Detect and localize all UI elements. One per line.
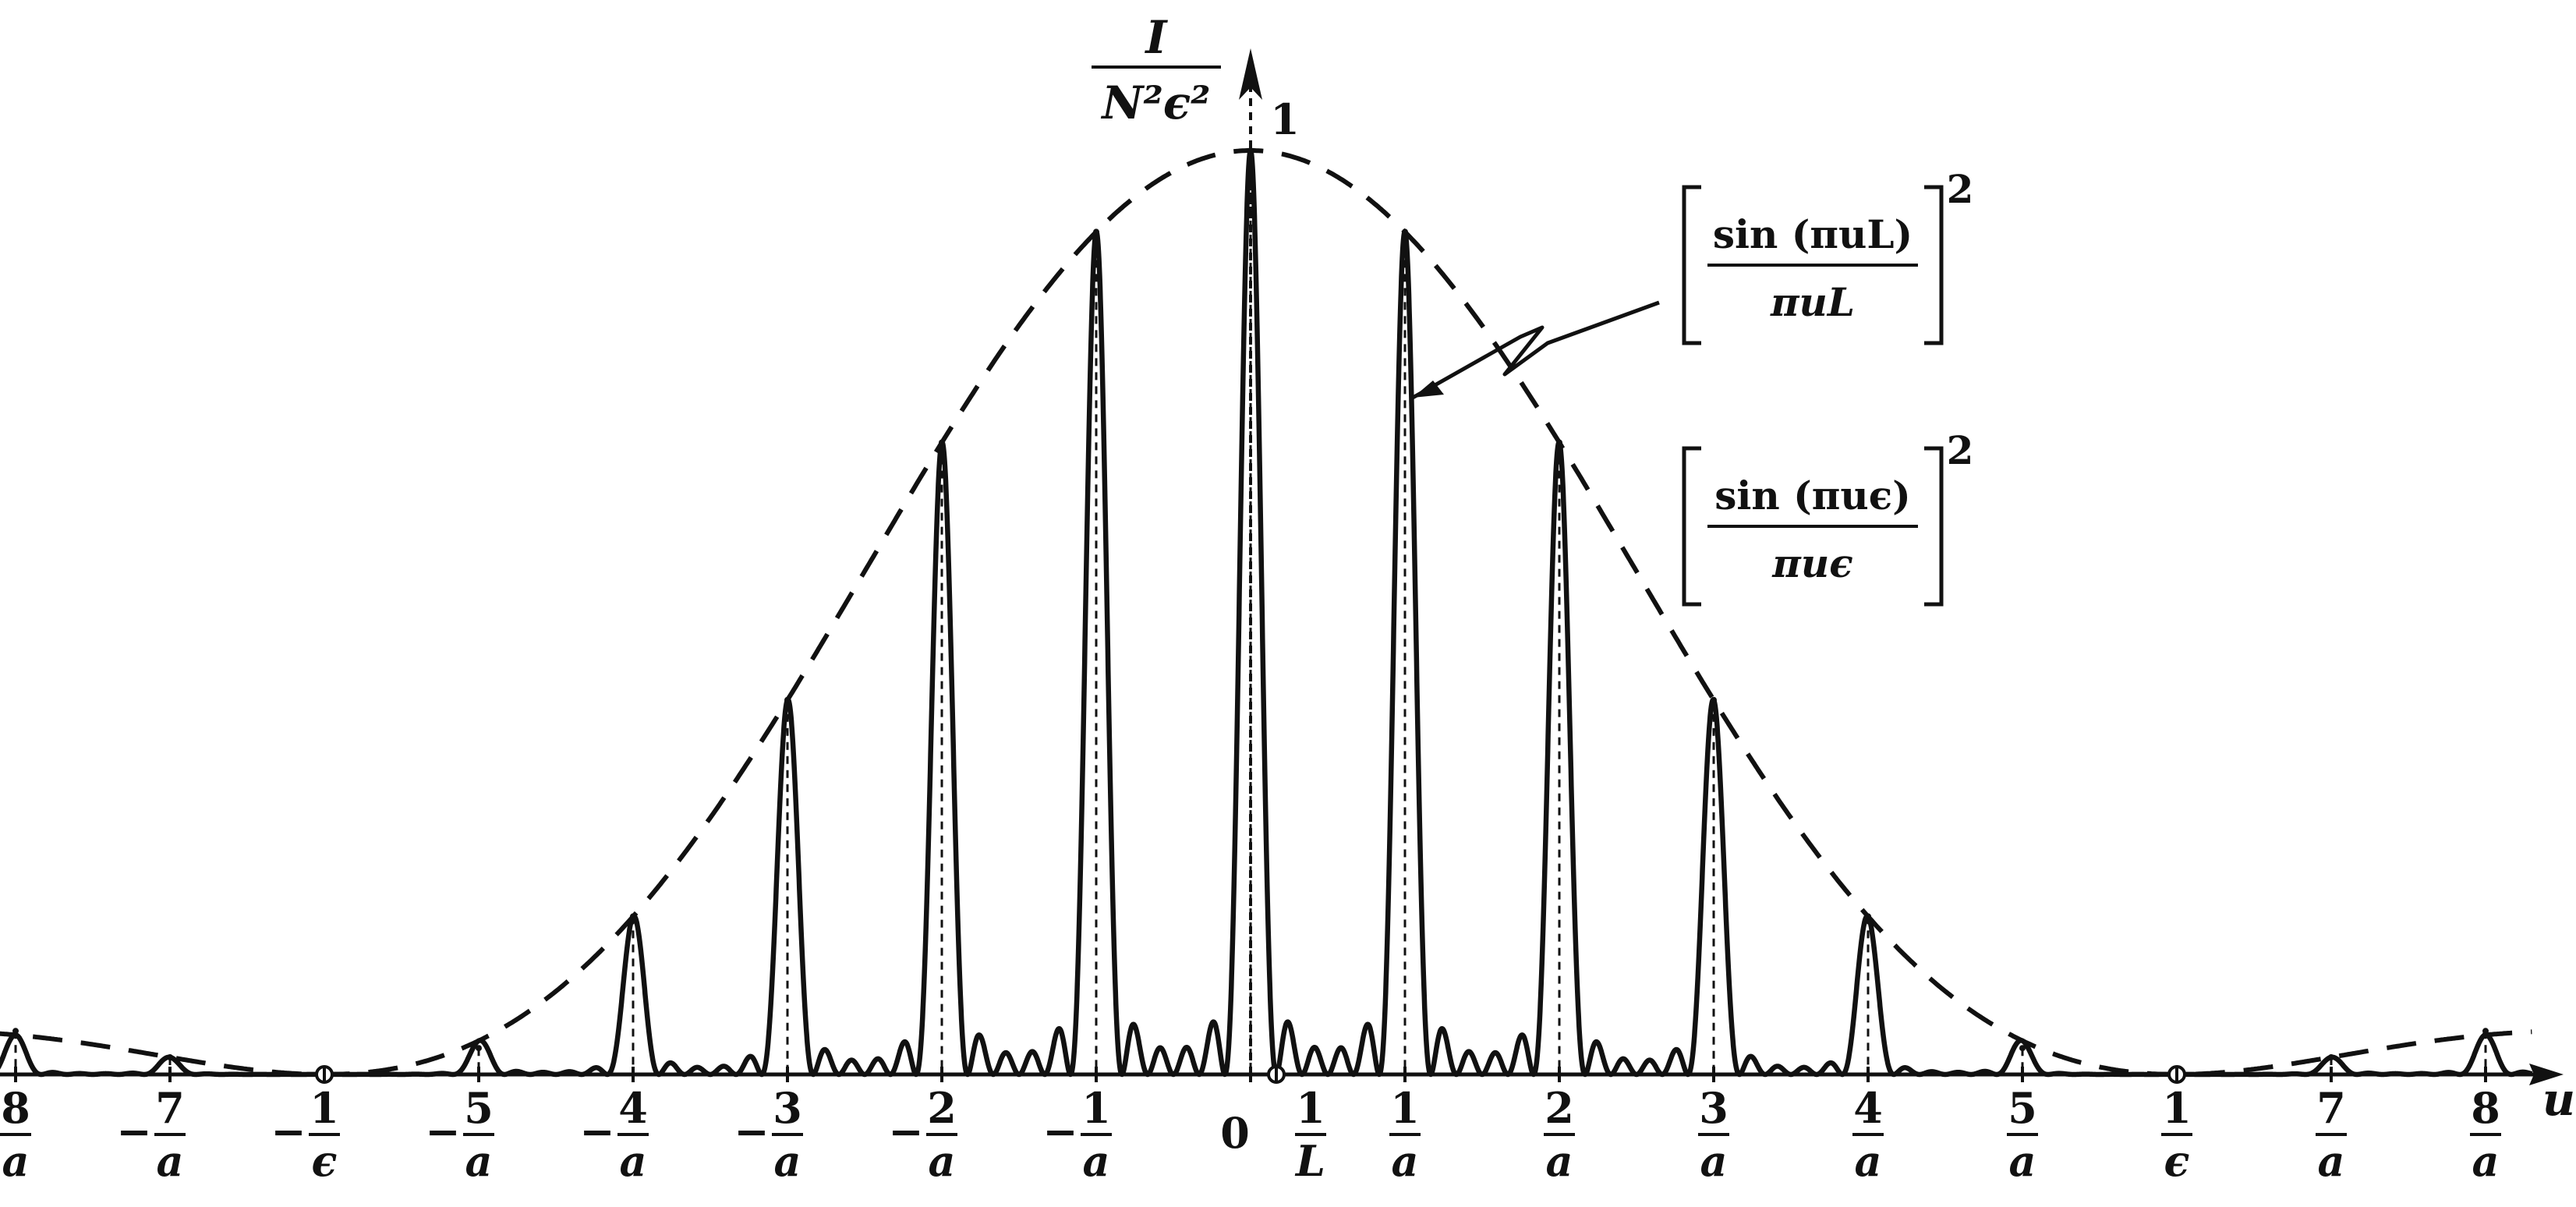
peak-point (1247, 147, 1254, 154)
formula-numerator: sin (πuL) (1713, 211, 1913, 257)
x-tick-denominator: a (1546, 1136, 1573, 1186)
annotation-pointer-head (1413, 381, 1444, 398)
x-tick-numerator: 5 (464, 1083, 494, 1133)
intensity-curve-layer (0, 147, 2535, 1078)
formula-exponent: 2 (1947, 166, 1974, 212)
peak-point (1865, 913, 1871, 920)
x-axis-label: u (2542, 1073, 2575, 1126)
formula-denominator: πuL (1770, 279, 1855, 325)
formula-denominator: πuϵ (1771, 540, 1852, 586)
x-tick-numerator: 4 (1853, 1083, 1883, 1133)
x-tick-denominator: a (2472, 1136, 2500, 1186)
x-tick-numerator: 8 (1, 1083, 30, 1133)
x-tick-sign: − (579, 1106, 614, 1156)
bracket-left (1682, 185, 1701, 345)
peak-point (12, 1028, 19, 1035)
peak-point (1093, 228, 1099, 235)
peak-dropline-layer (14, 150, 2487, 1074)
x-tick-denominator: a (620, 1136, 647, 1186)
x-tick-sign: − (734, 1106, 769, 1156)
x-axis-arrow (2529, 1064, 2564, 1085)
grating-formula: sin (πuL) πuL 2 (1682, 166, 1974, 345)
peak-point (784, 696, 791, 703)
x-tick-denominator: L (1294, 1136, 1325, 1186)
x-tick-denominator: a (1083, 1136, 1110, 1186)
x-tick-numerator: 7 (155, 1083, 185, 1133)
x-tick-denominator: a (465, 1136, 493, 1186)
x-tick-numerator: 8 (2471, 1083, 2500, 1133)
x-tick-denominator: a (2, 1136, 30, 1186)
bracket-left (1682, 446, 1701, 607)
x-tick-denominator: a (1700, 1136, 1728, 1186)
peak-point (1556, 439, 1562, 446)
x-tick-denominator: a (774, 1136, 801, 1186)
x-tick-denominator: a (929, 1136, 956, 1186)
x-tick-denominator: a (2009, 1136, 2036, 1186)
annotation-layer: sin (πuL) πuL 2 sin (πuϵ) πuϵ 2 (1411, 166, 1974, 607)
x-tick-sign: − (425, 1106, 460, 1156)
x-tick-numerator: 3 (1699, 1083, 1729, 1133)
y-max-label: 1 (1270, 94, 1300, 144)
peak-point (476, 1045, 482, 1052)
x-tick-numerator: 1 (310, 1083, 339, 1133)
x-tick-numerator: 2 (1545, 1083, 1574, 1133)
bracket-right (1924, 185, 1944, 345)
peak-point (630, 913, 636, 920)
x-tick-numerator: 3 (773, 1083, 802, 1133)
x-tick-numerator: 2 (927, 1083, 957, 1133)
x-tick-numerator: 1 (2162, 1083, 2192, 1133)
x-tick-denominator: a (2318, 1136, 2345, 1186)
x-tick-numerator: 7 (2316, 1083, 2346, 1133)
peak-point (167, 1053, 173, 1060)
y-axis-label-denominator: N²ϵ² (1100, 76, 1210, 129)
intensity-curve (0, 147, 2535, 1078)
x-tick-numerator: 1 (1296, 1083, 1325, 1133)
annotation-pointer (1411, 300, 1660, 400)
x-tick-numerator: 5 (2008, 1083, 2037, 1133)
x-tick-sign: − (116, 1106, 151, 1156)
tick-label-layer: −8a−7a−1ϵ−5a−4a−3a−2a−1a01L1a2a3a4a5a1ϵ7… (0, 1067, 2501, 1186)
envelope-curve (0, 148, 2532, 1077)
x-tick-denominator: ϵ (2164, 1136, 2190, 1186)
x-tick-sign: − (888, 1106, 923, 1156)
x-tick-numerator: 1 (1390, 1083, 1420, 1133)
x-tick-numerator: 1 (1081, 1083, 1111, 1133)
peak-point (939, 439, 945, 446)
bracket-right (1924, 446, 1944, 607)
x-tick-denominator: a (157, 1136, 184, 1186)
axes-layer: u I N²ϵ² 1 (0, 11, 2575, 1126)
y-axis-label-numerator: I (1144, 11, 1168, 64)
x-tick-sign: − (271, 1106, 306, 1156)
peak-point (2328, 1053, 2334, 1060)
x-tick-denominator: a (1392, 1136, 1419, 1186)
envelope-layer (0, 148, 2532, 1077)
peak-point (2019, 1045, 2026, 1052)
formula-exponent: 2 (1947, 427, 1974, 473)
x-tick-sign: − (1042, 1106, 1077, 1156)
x-tick-denominator: a (1855, 1136, 1882, 1186)
y-axis-arrow (1239, 48, 1262, 100)
x-tick-label: 0 (1220, 1108, 1250, 1158)
peak-point (1402, 228, 1408, 235)
peak-point (1711, 696, 1717, 703)
formula-numerator: sin (πuϵ) (1714, 473, 1911, 519)
x-tick-denominator: ϵ (312, 1136, 338, 1186)
peak-point (2482, 1028, 2489, 1035)
envelope-formula: sin (πuϵ) πuϵ 2 (1682, 427, 1974, 607)
x-tick-numerator: 4 (618, 1083, 648, 1133)
